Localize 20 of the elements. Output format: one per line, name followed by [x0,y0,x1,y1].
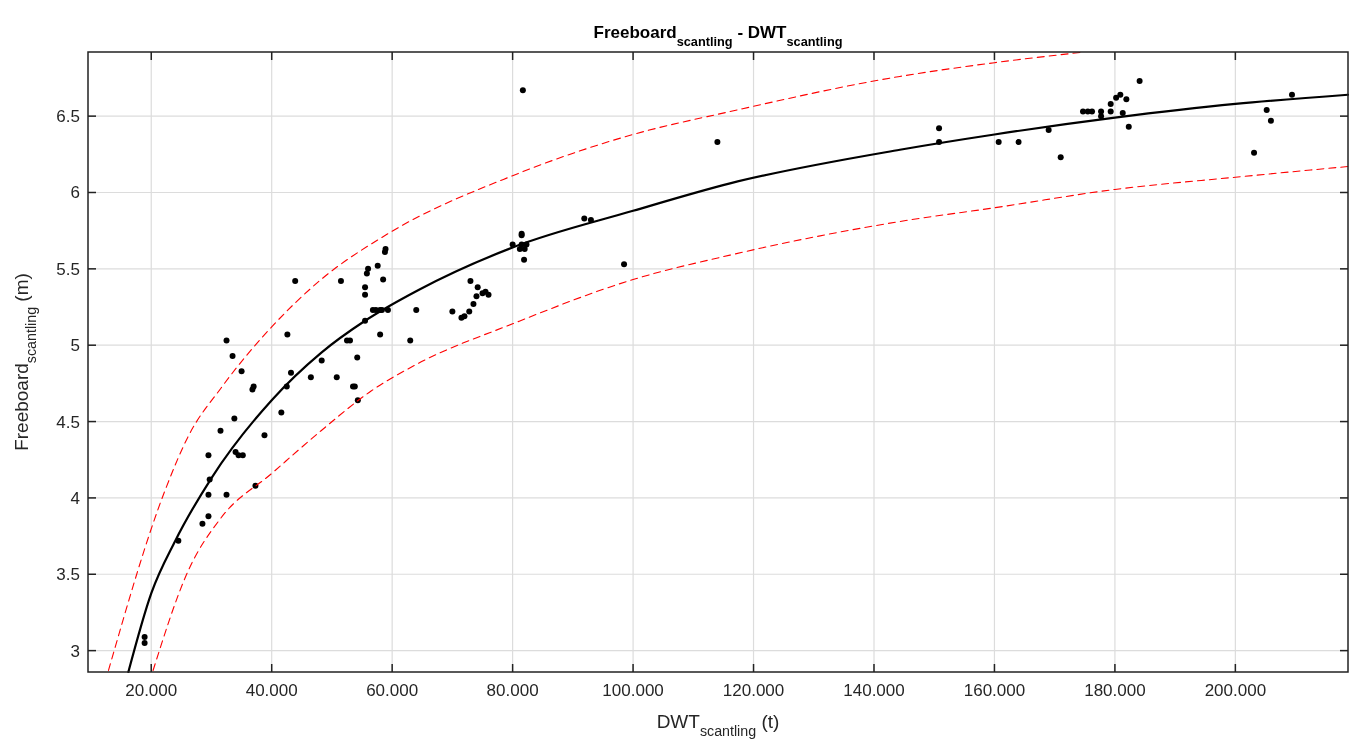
y-tick-label: 3.5 [56,565,80,585]
x-tick-label: 40.000 [245,681,298,700]
x-tick-label: 180.000 [1084,681,1146,700]
x-tick-label: 140.000 [843,681,905,700]
x-axis-title: DWT$_{scantling}$ (t) [656,711,780,739]
x-tick-label: 80.000 [486,681,539,700]
chart-title: Freeboard$_{scantling}$ - DWT$_{scantling}$ [593,23,843,49]
y-tick-label: 4.5 [56,412,80,432]
x-tick-label: 120.000 [722,681,785,700]
x-tick-label: 200.000 [1204,681,1267,700]
y-tick-label: 5.5 [56,259,80,279]
x-tick-label: 20.000 [125,681,178,700]
x-tick-label: 100.000 [602,681,664,700]
y-tick-label: 5 [70,336,80,356]
x-tick-label: 160.000 [963,681,1026,700]
x-tick-label: 60.000 [366,681,419,700]
y-tick-label: 6 [70,183,80,203]
y-tick-label: 4 [70,488,80,508]
y-tick-label: 6.5 [56,107,80,127]
y-tick-label: 3 [70,641,80,661]
